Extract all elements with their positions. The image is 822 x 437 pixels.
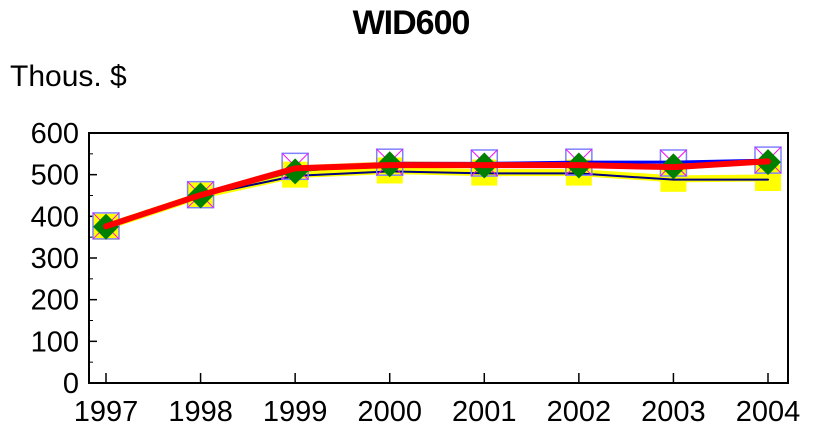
y-tick-label: 400 [31, 201, 79, 233]
x-tick-label: 2000 [357, 396, 422, 428]
y-axis-label: Thous. $ [10, 60, 127, 93]
y-tick-label: 500 [31, 160, 79, 192]
chart-title: WID600 [352, 4, 471, 42]
y-tick-label: 0 [63, 368, 79, 400]
series-layer [92, 146, 782, 240]
y-tick-label: 100 [31, 326, 79, 358]
y-axis: 0 100 200 300 400 500 600 [31, 118, 97, 400]
x-tick-label: 1997 [74, 396, 139, 428]
x-tick-label: 2003 [641, 396, 706, 428]
series-line [103, 158, 771, 230]
x-tick-label: 1998 [168, 396, 233, 428]
x-tick-label: 2001 [452, 396, 517, 428]
x-tick-label: 1999 [263, 396, 328, 428]
x-axis: 1997 1998 1999 2000 2001 2002 2003 2004 [74, 373, 801, 428]
y-tick-label: 300 [31, 243, 79, 275]
x-tick-label: 2004 [736, 396, 801, 428]
y-tick-label: 600 [31, 118, 79, 150]
x-tick-label: 2002 [547, 396, 612, 428]
y-tick-label: 200 [31, 285, 79, 317]
series-6 [103, 158, 771, 230]
